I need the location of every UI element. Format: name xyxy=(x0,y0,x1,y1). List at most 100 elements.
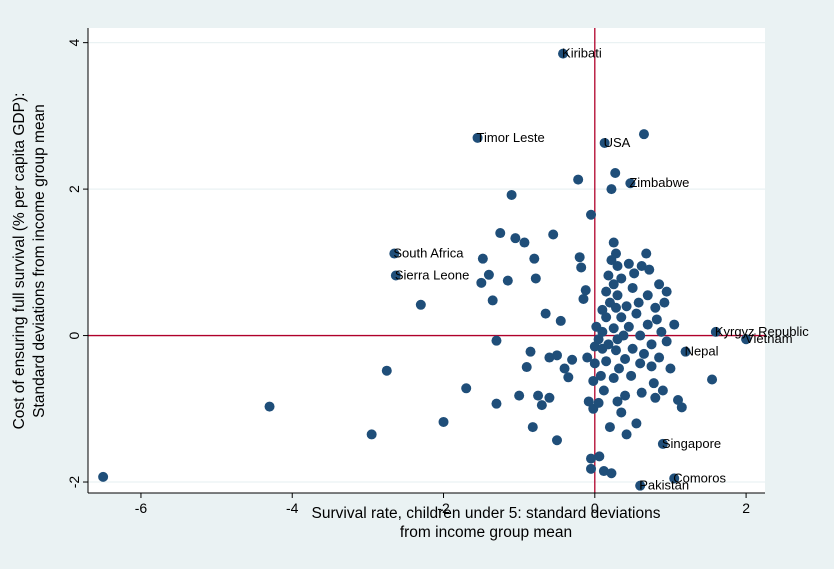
data-point xyxy=(635,330,646,341)
data-point xyxy=(606,184,617,195)
point-label: USA xyxy=(604,135,631,150)
data-point xyxy=(616,407,627,418)
data-point xyxy=(536,400,547,411)
data-point xyxy=(659,297,670,308)
point-label: Comoros xyxy=(673,470,726,485)
data-point xyxy=(502,275,513,286)
data-point xyxy=(598,466,609,477)
data-point xyxy=(610,345,621,356)
data-point xyxy=(551,350,562,361)
point-label: Nepal xyxy=(685,344,719,359)
data-point xyxy=(603,270,614,281)
data-point xyxy=(661,286,672,297)
data-point xyxy=(608,323,619,334)
labeled-data-point xyxy=(558,48,569,59)
data-point xyxy=(588,375,599,386)
y-tick-label: 4 xyxy=(66,39,82,47)
point-label: Singapore xyxy=(662,436,721,451)
axes xyxy=(87,28,765,494)
data-point xyxy=(483,269,494,280)
x-tick-label: 2 xyxy=(742,500,750,516)
x-tick-label: -4 xyxy=(286,500,299,516)
data-point xyxy=(530,273,541,284)
data-point xyxy=(527,422,538,433)
data-point xyxy=(636,387,647,398)
labeled-data-point xyxy=(635,480,646,491)
data-point xyxy=(264,401,275,412)
data-point xyxy=(608,373,619,384)
x-axis-title-line-2: from income group mean xyxy=(400,524,572,541)
data-point xyxy=(661,336,672,347)
data-point xyxy=(491,335,502,346)
x-tick-label: -6 xyxy=(135,500,148,516)
data-point xyxy=(635,358,646,369)
data-point xyxy=(533,390,544,401)
labeled-data-point xyxy=(389,248,400,259)
data-point xyxy=(629,268,640,279)
data-point xyxy=(650,392,661,403)
data-point xyxy=(646,339,657,350)
x-tick-label: -2 xyxy=(437,500,450,516)
data-point xyxy=(601,312,612,323)
data-point xyxy=(623,258,634,269)
point-label: Kiribati xyxy=(562,46,602,61)
data-point xyxy=(620,390,631,401)
data-point xyxy=(567,354,578,365)
labeled-data-point xyxy=(680,346,691,357)
labeled-data-point xyxy=(625,178,636,189)
y-tick-label: 0 xyxy=(66,331,82,339)
data-point xyxy=(646,361,657,372)
data-point xyxy=(610,302,621,313)
data-point xyxy=(544,352,555,363)
data-point xyxy=(608,237,619,248)
data-point xyxy=(669,319,680,330)
data-point xyxy=(525,346,536,357)
data-point xyxy=(656,326,667,337)
data-point xyxy=(580,285,591,296)
data-point xyxy=(595,370,606,381)
data-point xyxy=(636,260,647,271)
data-point xyxy=(510,233,521,244)
data-point xyxy=(551,435,562,446)
labeled-data-point xyxy=(599,137,610,148)
y-tick-label: 2 xyxy=(66,185,82,193)
data-point xyxy=(621,429,632,440)
point-label: Zimbabwe xyxy=(629,175,689,190)
ticks: -2 0 2 4 -6 -4 -2 0 2 xyxy=(66,39,750,516)
data-point xyxy=(642,290,653,301)
data-point xyxy=(627,282,638,293)
labeled-data-point xyxy=(390,270,401,281)
data-point xyxy=(573,174,584,185)
labeled-data-point xyxy=(741,334,752,345)
data-point xyxy=(606,468,617,479)
data-point xyxy=(608,279,619,290)
data-point xyxy=(642,319,653,330)
data-point xyxy=(620,353,631,364)
data-point xyxy=(583,396,594,407)
data-point xyxy=(616,273,627,284)
data-point xyxy=(598,385,609,396)
data-point xyxy=(676,402,687,413)
data-point xyxy=(491,398,502,409)
data-point xyxy=(438,416,449,427)
plot-area xyxy=(88,28,765,493)
data-point xyxy=(586,209,597,220)
data-point xyxy=(623,321,634,332)
data-points xyxy=(98,48,752,491)
data-point xyxy=(603,339,614,350)
data-point xyxy=(589,358,600,369)
data-point xyxy=(555,315,566,326)
data-point xyxy=(586,463,597,474)
data-point xyxy=(657,385,668,396)
data-point xyxy=(631,418,642,429)
data-point xyxy=(477,253,488,264)
data-point xyxy=(612,290,623,301)
data-point xyxy=(415,299,426,310)
data-point xyxy=(654,352,665,363)
data-point xyxy=(633,297,644,308)
data-point xyxy=(610,167,621,178)
x-axis-title-line-1: Survival rate, children under 5: standar… xyxy=(312,505,661,522)
data-point xyxy=(644,264,655,275)
data-point xyxy=(614,363,625,374)
